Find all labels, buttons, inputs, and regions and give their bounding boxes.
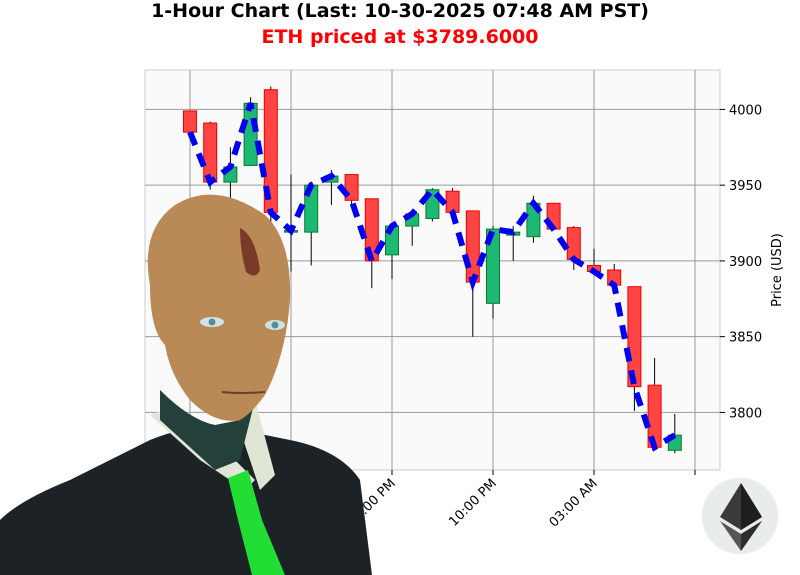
candle: [627, 286, 642, 411]
bullish-candle-body: [486, 228, 500, 304]
y-tick-label: 3900: [729, 255, 762, 270]
ethereum-logo: [701, 477, 779, 555]
bearish-candle-body: [203, 122, 218, 183]
y-tick-label: 3800: [729, 406, 762, 421]
y-tick-label: 3850: [729, 331, 762, 346]
candle: [486, 226, 500, 319]
bearish-candle-body: [465, 210, 480, 283]
bearish-candle-body: [183, 110, 197, 133]
price-subtitle: ETH priced at $3789.6000: [261, 26, 539, 48]
y-tick-label: 4000: [729, 103, 762, 118]
candle: [183, 110, 197, 133]
candle: [364, 198, 379, 289]
bearish-candle-body: [364, 198, 379, 262]
trend-line: [187, 102, 677, 452]
bearish-candle-body: [566, 227, 581, 260]
candle: [304, 182, 319, 266]
x-tick-label: 10:00 PM: [446, 476, 499, 529]
bearish-candle-body: [445, 190, 460, 213]
bullish-candle-body: [243, 102, 258, 166]
y-tick-label: 3950: [729, 179, 762, 194]
chart-title: 1-Hour Chart (Last: 10-30-2025 07:48 AM …: [151, 0, 649, 22]
y-axis-label: Price (USD): [770, 233, 785, 307]
x-tick-label: 03:00 AM: [547, 476, 601, 530]
humanoid-avatar-illustration: [0, 194, 372, 575]
candle: [566, 226, 581, 270]
bearish-candle-body: [627, 286, 642, 388]
